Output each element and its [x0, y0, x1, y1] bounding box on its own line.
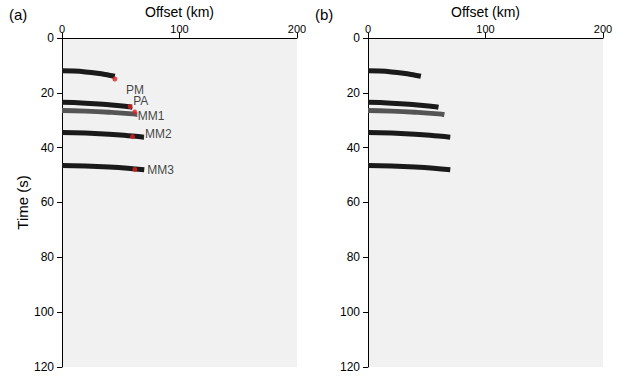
svg-text:100: 100	[34, 305, 54, 319]
svg-text:0: 0	[59, 23, 65, 35]
svg-text:40: 40	[41, 141, 55, 155]
svg-text:MM3: MM3	[147, 163, 174, 177]
svg-text:PM: PM	[126, 83, 145, 97]
svg-text:60: 60	[41, 195, 55, 209]
svg-text:80: 80	[347, 250, 361, 264]
svg-text:PA: PA	[133, 94, 148, 108]
svg-text:120: 120	[340, 360, 360, 374]
svg-text:MM2: MM2	[145, 127, 172, 141]
svg-text:Time (s): Time (s)	[14, 175, 31, 229]
svg-text:120: 120	[34, 360, 54, 374]
svg-text:0: 0	[353, 31, 360, 45]
svg-text:20: 20	[347, 86, 361, 100]
svg-text:60: 60	[347, 195, 361, 209]
svg-text:100: 100	[170, 23, 188, 35]
svg-text:Offset (km): Offset (km)	[451, 4, 520, 20]
svg-text:200: 200	[594, 23, 612, 35]
svg-text:0: 0	[47, 31, 54, 45]
svg-text:200: 200	[288, 23, 306, 35]
svg-text:(b): (b)	[315, 6, 333, 23]
svg-text:(a): (a)	[9, 6, 27, 23]
svg-text:0: 0	[365, 23, 371, 35]
svg-text:100: 100	[340, 305, 360, 319]
svg-text:40: 40	[347, 141, 361, 155]
svg-text:80: 80	[41, 250, 55, 264]
svg-text:100: 100	[476, 23, 494, 35]
svg-text:MM1: MM1	[138, 109, 165, 123]
svg-text:20: 20	[41, 86, 55, 100]
svg-text:Offset (km): Offset (km)	[145, 4, 214, 20]
